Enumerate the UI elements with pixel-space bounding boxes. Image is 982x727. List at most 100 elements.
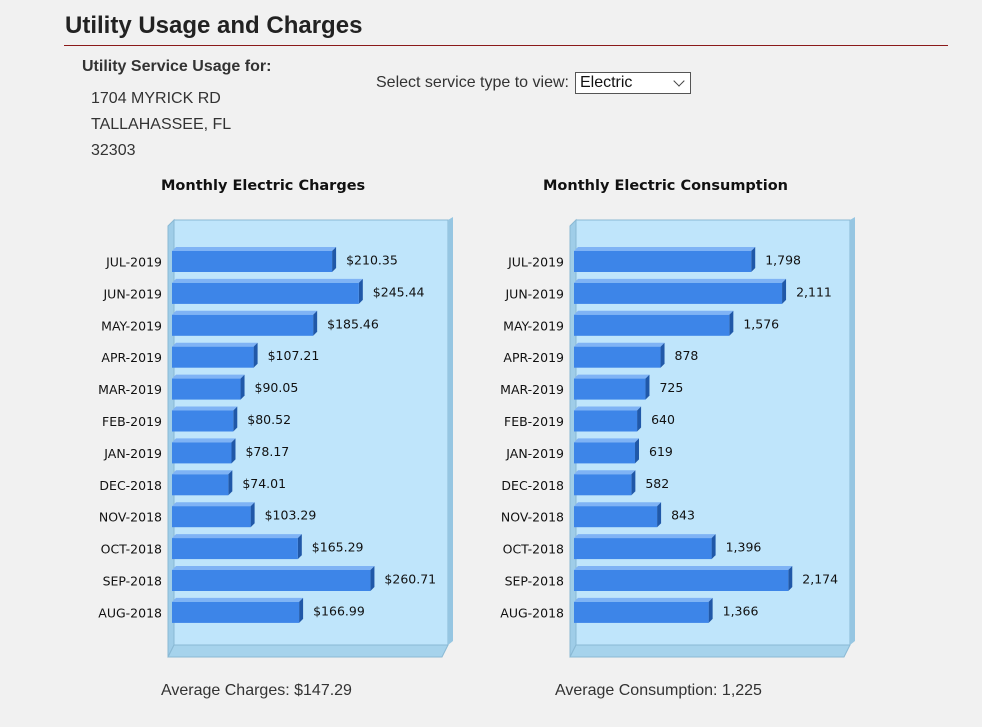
- charges-bar-side: [358, 278, 363, 304]
- consumption-tick-label: OCT-2018: [503, 542, 564, 557]
- consumption-data-label: 1,576: [743, 316, 779, 331]
- charges-bar: [172, 506, 251, 528]
- charges-bar: [172, 570, 371, 591]
- consumption-tick-label: MAR-2019: [500, 382, 564, 397]
- consumption-panel-edge: [850, 217, 855, 645]
- consumption-bar-side: [729, 310, 734, 336]
- consumption-bar: [574, 346, 661, 368]
- address-line-street: 1704 MYRICK RD: [91, 90, 221, 107]
- charges-bar-side: [233, 406, 238, 432]
- consumption-data-label: 582: [645, 476, 669, 491]
- charges-tick-label: JUN-2019: [102, 286, 162, 301]
- charges-bar: [172, 282, 359, 304]
- consumption-bar-top: [574, 247, 756, 251]
- charges-bar-top: [172, 310, 318, 315]
- charges-bar: [172, 474, 229, 496]
- charges-panel-edge: [448, 217, 453, 645]
- consumption-bar-side: [708, 597, 713, 623]
- average-charges: Average Charges: $147.29: [161, 682, 352, 699]
- consumption-bar-top: [574, 342, 665, 347]
- consumption-bar-side: [635, 438, 640, 464]
- consumption-bar-top: [574, 470, 636, 475]
- charges-bar: [172, 346, 254, 368]
- charges-bar-top: [172, 566, 375, 570]
- page-title: Utility Usage and Charges: [65, 12, 363, 39]
- charges-data-label: $166.99: [313, 603, 365, 618]
- consumption-data-label: 843: [671, 508, 695, 523]
- charges-bar-side: [250, 502, 255, 528]
- consumption-bar-top: [574, 534, 716, 539]
- consumption-bar-side: [657, 502, 662, 528]
- charges-bar-side: [253, 342, 258, 368]
- charges-bar-top: [172, 342, 258, 347]
- charges-data-label: $78.17: [245, 444, 289, 459]
- charges-data-label: $245.44: [373, 284, 425, 299]
- charges-bar-top: [172, 374, 245, 379]
- service-address: 1704 MYRICK RD TALLAHASSEE, FL 32303: [91, 86, 231, 164]
- consumption-data-label: 640: [651, 412, 675, 427]
- consumption-chart-title: Monthly Electric Consumption: [543, 178, 788, 194]
- consumption-bar: [574, 538, 712, 560]
- consumption-bar-side: [711, 534, 716, 560]
- charges-data-label: $210.35: [346, 253, 398, 268]
- consumption-tick-label: JUL-2019: [507, 255, 564, 270]
- charges-tick-label: OCT-2018: [101, 542, 162, 557]
- charges-tick-label: MAR-2019: [98, 382, 162, 397]
- charges-tick-label: FEB-2019: [102, 414, 162, 429]
- charges-bar-top: [172, 470, 233, 475]
- consumption-bar-side: [645, 374, 650, 400]
- charges-bar-side: [297, 534, 302, 560]
- charges-data-label: $80.52: [247, 412, 291, 427]
- average-consumption: Average Consumption: 1,225: [555, 682, 762, 699]
- consumption-bar-side: [637, 406, 642, 432]
- charges-data-label: $260.71: [384, 572, 436, 587]
- consumption-tick-label: JUN-2019: [504, 286, 564, 301]
- service-type-label: Select service type to view:: [376, 74, 569, 91]
- charges-tick-label: JUL-2019: [105, 255, 162, 270]
- address-line-zip: 32303: [91, 142, 136, 159]
- charges-bar-side: [313, 310, 318, 336]
- consumption-bar: [574, 314, 730, 336]
- charges-bar-top: [172, 278, 363, 283]
- consumption-tick-label: FEB-2019: [504, 414, 564, 429]
- consumption-data-label: 2,174: [802, 572, 838, 587]
- charges-tick-label: SEP-2018: [103, 574, 162, 589]
- consumption-data-label: 725: [659, 380, 683, 395]
- charges-bar: [172, 251, 333, 272]
- charges-tick-label: DEC-2018: [99, 478, 162, 493]
- charges-bar-top: [172, 438, 236, 443]
- consumption-bar-top: [574, 502, 662, 507]
- consumption-bar-top: [574, 597, 713, 602]
- charges-bar: [172, 410, 234, 432]
- service-type-selector: Select service type to view: Electric: [376, 72, 691, 94]
- charges-bar-side: [231, 438, 236, 464]
- charges-data-label: $165.29: [312, 540, 364, 555]
- charges-data-label: $90.05: [255, 380, 299, 395]
- consumption-bar-top: [574, 310, 734, 315]
- consumption-tick-label: JAN-2019: [505, 446, 564, 461]
- consumption-bar: [574, 601, 709, 623]
- charges-tick-label: JAN-2019: [103, 446, 162, 461]
- charges-bar-top: [172, 406, 238, 411]
- consumption-data-label: 1,366: [723, 603, 759, 618]
- charges-data-label: $185.46: [327, 316, 379, 331]
- consumption-bar: [574, 378, 646, 400]
- charges-bar: [172, 601, 300, 623]
- charges-bar: [172, 442, 232, 464]
- consumption-data-label: 878: [675, 348, 699, 363]
- charges-bar-side: [299, 597, 304, 623]
- consumption-bar: [574, 282, 783, 304]
- charges-bar-side: [228, 470, 233, 496]
- charges-data-label: $107.21: [268, 348, 320, 363]
- consumption-tick-label: AUG-2018: [500, 605, 564, 620]
- charges-tick-label: APR-2019: [101, 350, 162, 365]
- charges-data-label: $103.29: [265, 508, 317, 523]
- consumption-bar: [574, 251, 752, 272]
- consumption-panel-floor: [569, 644, 851, 658]
- title-divider: [64, 45, 948, 46]
- consumption-tick-label: APR-2019: [503, 350, 564, 365]
- consumption-data-label: 1,798: [765, 253, 801, 268]
- consumption-bar-top: [574, 438, 640, 443]
- service-type-select[interactable]: Electric: [574, 72, 691, 94]
- consumption-bar-side: [788, 566, 793, 591]
